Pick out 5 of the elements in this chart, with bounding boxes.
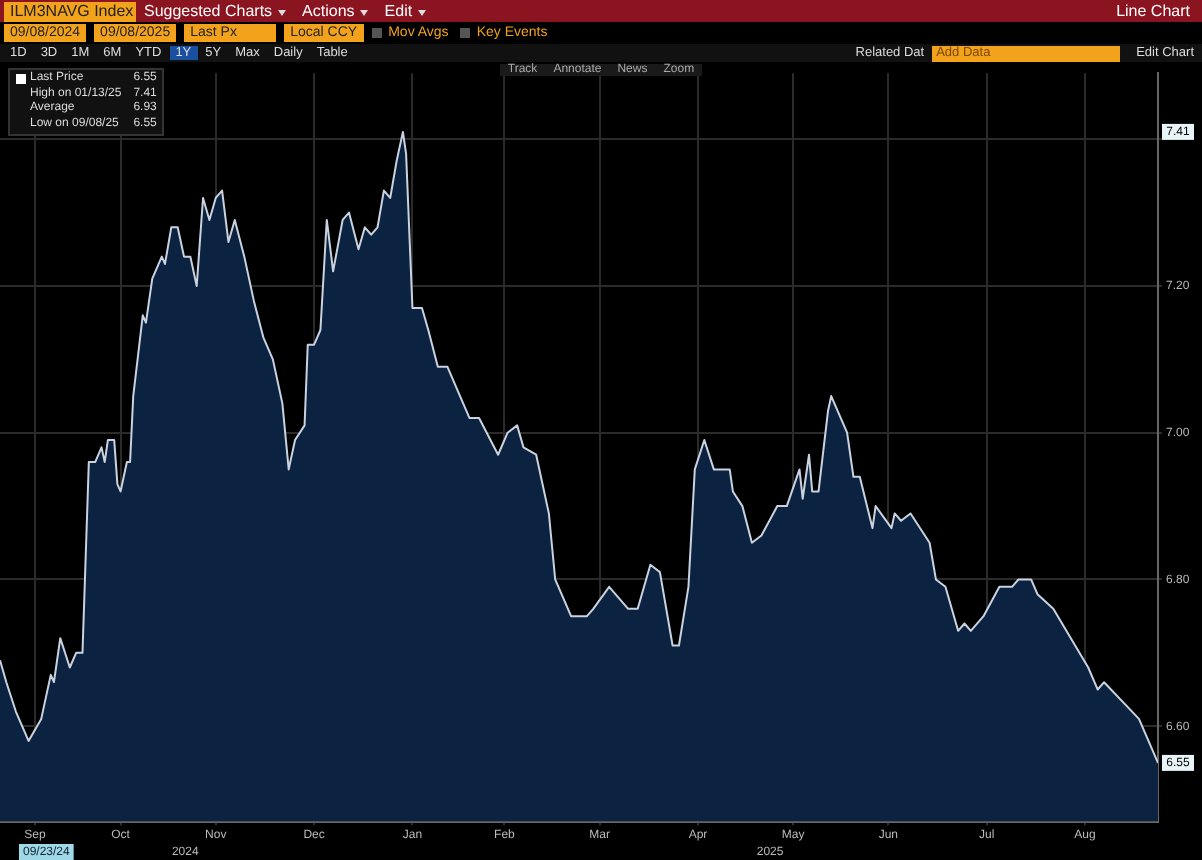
chart-subtitle: Line Chart	[1116, 2, 1190, 20]
text: Actions	[302, 2, 357, 20]
text: Suggested Charts	[144, 2, 275, 20]
chart-title: ILM3NAVG Index	[4, 1, 136, 21]
text: Edit	[384, 2, 415, 20]
